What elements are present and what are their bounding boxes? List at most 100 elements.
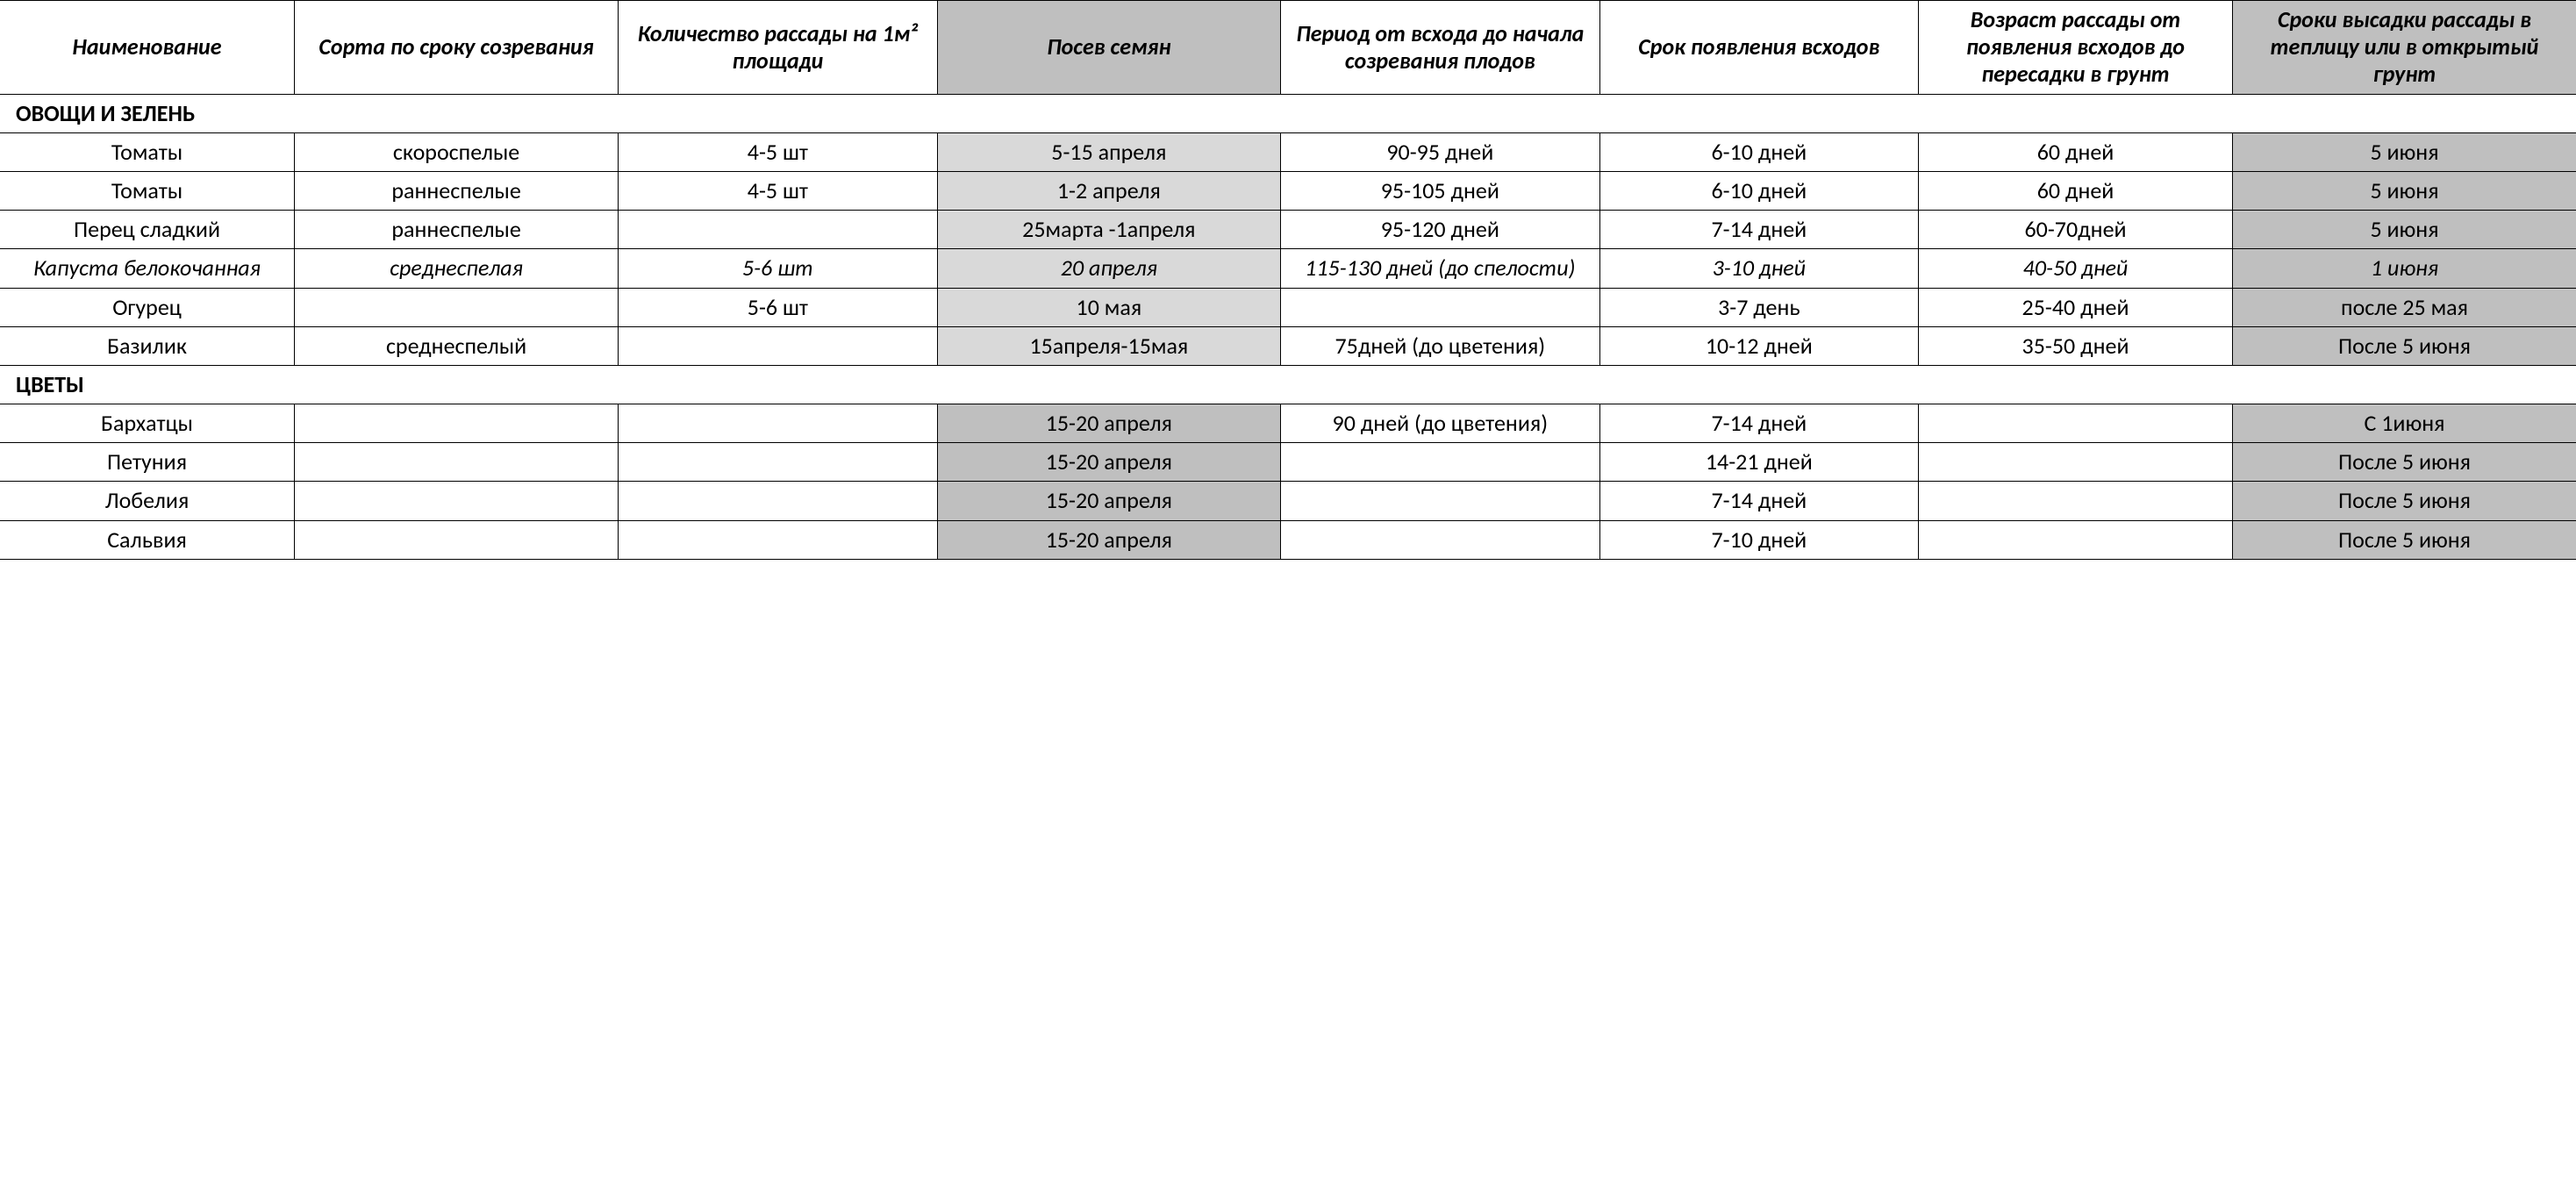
table-row: Капуста белокочаннаясреднеспелая5-6 шт20…: [0, 249, 2576, 288]
header-row: НаименованиеСорта по сроку созреванияКол…: [0, 1, 2576, 95]
cell: [295, 404, 619, 443]
col-header-0: Наименование: [0, 1, 295, 95]
cell: 5 июня: [2232, 132, 2576, 171]
cell: [1281, 288, 1600, 326]
cell: С 1июня: [2232, 404, 2576, 443]
cell: 40-50 дней: [1919, 249, 2233, 288]
cell: [1281, 482, 1600, 520]
section-row: ЦВЕТЫ: [0, 365, 2576, 404]
table-body: ОВОЩИ И ЗЕЛЕНЬТоматыскороспелые4-5 шт5-1…: [0, 94, 2576, 559]
cell: 10 мая: [937, 288, 1280, 326]
cell: 5-15 апреля: [937, 132, 1280, 171]
cell: [295, 482, 619, 520]
cell: 115-130 дней (до спелости): [1281, 249, 1600, 288]
cell: Капуста белокочанная: [0, 249, 295, 288]
cell: 35-50 дней: [1919, 326, 2233, 365]
cell: [1919, 443, 2233, 482]
table-head: НаименованиеСорта по сроку созреванияКол…: [0, 1, 2576, 95]
cell: Томаты: [0, 132, 295, 171]
col-header-6: Возраст рассады от появления всходов до …: [1919, 1, 2233, 95]
table-row: Огурец 5-6 шт10 мая 3-7 день25-40 днейпосл…: [0, 288, 2576, 326]
cell: 14-21 дней: [1599, 443, 1919, 482]
cell: среднеспелая: [295, 249, 619, 288]
cell: После 5 июня: [2232, 482, 2576, 520]
cell: 5 июня: [2232, 211, 2576, 249]
section-title: ОВОЩИ И ЗЕЛЕНЬ: [0, 94, 2576, 132]
table-row: Сальвия 15-20 апреля 7-10 дней После 5 июня: [0, 520, 2576, 559]
cell: [295, 288, 619, 326]
cell: [1919, 520, 2233, 559]
cell: 15-20 апреля: [937, 482, 1280, 520]
cell: 90-95 дней: [1281, 132, 1600, 171]
cell: 1-2 апреля: [937, 171, 1280, 210]
cell: 60-70дней: [1919, 211, 2233, 249]
col-header-1: Сорта по сроку созревания: [295, 1, 619, 95]
cell: [619, 211, 938, 249]
col-header-3: Посев семян: [937, 1, 1280, 95]
cell: 1 июня: [2232, 249, 2576, 288]
cell: раннеспелые: [295, 211, 619, 249]
cell: Сальвия: [0, 520, 295, 559]
cell: 95-105 дней: [1281, 171, 1600, 210]
cell: 7-10 дней: [1599, 520, 1919, 559]
table-row: Базиликсреднеспелый15апреля-15мая75дней …: [0, 326, 2576, 365]
col-header-2: Количество рассады на 1м² площади: [619, 1, 938, 95]
cell: 15-20 апреля: [937, 443, 1280, 482]
cell: 5 июня: [2232, 171, 2576, 210]
cell: [1281, 443, 1600, 482]
planting-table: НаименованиеСорта по сроку созреванияКол…: [0, 0, 2576, 560]
cell: 60 дней: [1919, 132, 2233, 171]
cell: 7-14 дней: [1599, 404, 1919, 443]
cell: раннеспелые: [295, 171, 619, 210]
col-header-4: Период от всхода до начала созревания пл…: [1281, 1, 1600, 95]
cell: 20 апреля: [937, 249, 1280, 288]
cell: скороспелые: [295, 132, 619, 171]
table-row: Томатыраннеспелые4-5 шт1-2 апреля95-105 …: [0, 171, 2576, 210]
cell: [619, 404, 938, 443]
cell: [619, 443, 938, 482]
cell: 4-5 шт: [619, 171, 938, 210]
cell: 60 дней: [1919, 171, 2233, 210]
cell: после 25 мая: [2232, 288, 2576, 326]
cell: 15-20 апреля: [937, 520, 1280, 559]
cell: 25-40 дней: [1919, 288, 2233, 326]
cell: 15-20 апреля: [937, 404, 1280, 443]
table-row: Лобелия 15-20 апреля 7-14 дней После 5 июня: [0, 482, 2576, 520]
cell: После 5 июня: [2232, 326, 2576, 365]
cell: Перец сладкий: [0, 211, 295, 249]
cell: [619, 326, 938, 365]
section-title: ЦВЕТЫ: [0, 365, 2576, 404]
table-row: Томатыскороспелые4-5 шт5-15 апреля90-95 …: [0, 132, 2576, 171]
cell: Петуния: [0, 443, 295, 482]
cell: 7-14 дней: [1599, 211, 1919, 249]
cell: Томаты: [0, 171, 295, 210]
cell: 3-7 день: [1599, 288, 1919, 326]
col-header-5: Срок появления всходов: [1599, 1, 1919, 95]
section-row: ОВОЩИ И ЗЕЛЕНЬ: [0, 94, 2576, 132]
table-row: Перец сладкийраннеспелые 25марта -1апреля…: [0, 211, 2576, 249]
table-row: Бархатцы 15-20 апреля90 дней (до цветения…: [0, 404, 2576, 443]
cell: 90 дней (до цветения): [1281, 404, 1600, 443]
cell: 10-12 дней: [1599, 326, 1919, 365]
cell: 15апреля-15мая: [937, 326, 1280, 365]
cell: [619, 520, 938, 559]
cell: 5-6 шт: [619, 288, 938, 326]
cell: После 5 июня: [2232, 443, 2576, 482]
table-row: Петуния 15-20 апреля 14-21 дней После 5 июн…: [0, 443, 2576, 482]
cell: После 5 июня: [2232, 520, 2576, 559]
cell: 6-10 дней: [1599, 171, 1919, 210]
cell: Бархатцы: [0, 404, 295, 443]
cell: 25марта -1апреля: [937, 211, 1280, 249]
cell: Огурец: [0, 288, 295, 326]
cell: [1919, 404, 2233, 443]
cell: [1919, 482, 2233, 520]
cell: 6-10 дней: [1599, 132, 1919, 171]
cell: 75дней (до цветения): [1281, 326, 1600, 365]
cell: Базилик: [0, 326, 295, 365]
col-header-7: Сроки высадки рассады в теплицу или в от…: [2232, 1, 2576, 95]
cell: [1281, 520, 1600, 559]
cell: [295, 520, 619, 559]
cell: Лобелия: [0, 482, 295, 520]
cell: 5-6 шт: [619, 249, 938, 288]
cell: 7-14 дней: [1599, 482, 1919, 520]
